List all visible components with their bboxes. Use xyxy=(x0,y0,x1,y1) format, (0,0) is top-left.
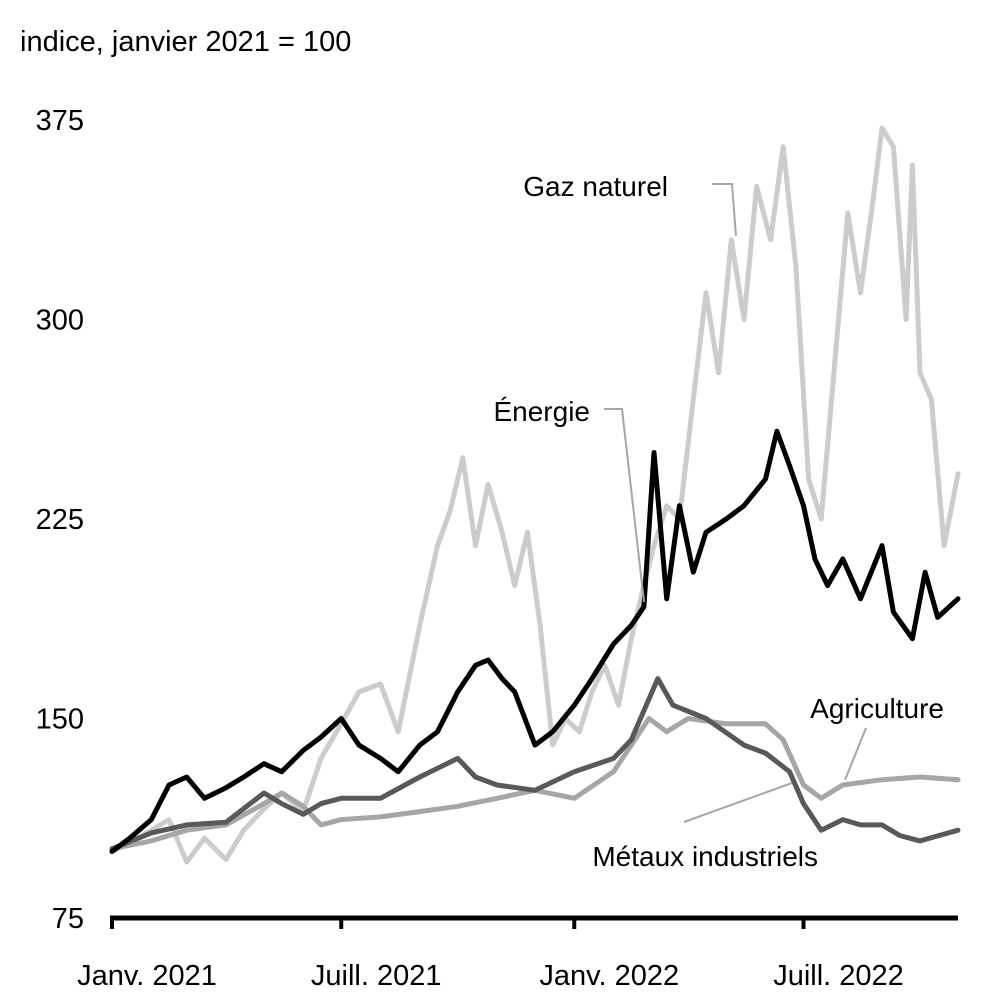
series-lines xyxy=(109,125,961,865)
leader-line-gaz-naturel xyxy=(712,183,737,237)
series-line-m-taux-industriels xyxy=(109,676,961,852)
leader-line-agriculture xyxy=(844,727,867,781)
x-axis: Janv. 2021 Juill. 2021 Janv. 2022 Juill. 20… xyxy=(77,915,958,992)
y-tick-label: 75 xyxy=(52,903,84,935)
leader-line--nergie xyxy=(604,408,645,603)
y-axis-unit-label: indice, janvier 2021 = 100 xyxy=(20,26,351,58)
series-line-agriculture xyxy=(109,716,961,852)
x-tick-label: Juill. 2022 xyxy=(773,960,904,992)
series-label-gaz-naturel: Gaz naturel xyxy=(523,171,668,202)
leader-line-m-taux-industriels xyxy=(683,782,793,823)
series-label--nergie: Énergie xyxy=(493,396,590,427)
y-tick-label: 225 xyxy=(36,504,84,536)
y-tick-label: 300 xyxy=(36,305,84,337)
series-line-gaz-naturel xyxy=(109,125,961,865)
series-line--nergie xyxy=(109,428,961,854)
y-tick-label: 150 xyxy=(36,704,84,736)
y-axis-ticks: 75 150 225 300 375 xyxy=(36,105,84,935)
x-tick-label: Juill. 2021 xyxy=(311,960,442,992)
series-label-agriculture: Agriculture xyxy=(810,693,944,724)
series-label-m-taux-industriels: Métaux industriels xyxy=(592,841,818,872)
y-tick-label: 375 xyxy=(36,105,84,137)
series-labels: Gaz naturel Énergie Agriculture Métaux indu… xyxy=(493,171,944,872)
x-tick-label: Janv. 2022 xyxy=(539,960,679,992)
x-tick-label: Janv. 2021 xyxy=(77,960,217,992)
